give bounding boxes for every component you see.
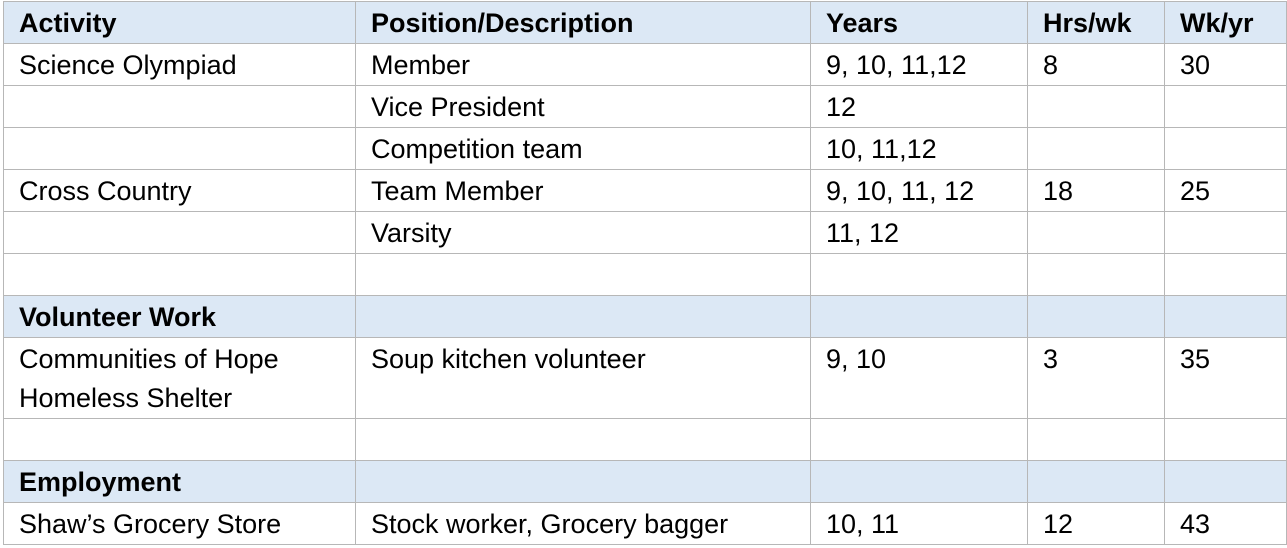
section-title: Volunteer Work bbox=[3, 295, 356, 338]
section-header-row: Volunteer Work bbox=[3, 295, 1287, 338]
activity-cell: Communities of Hope Homeless Shelter bbox=[3, 337, 356, 419]
hours-per-week-cell bbox=[1027, 418, 1165, 461]
section-title: Employment bbox=[3, 460, 356, 503]
years-cell bbox=[810, 253, 1028, 296]
years-cell: 10, 11,12 bbox=[810, 127, 1028, 170]
position-cell bbox=[355, 295, 811, 338]
years-cell: 9, 10, 11,12 bbox=[810, 43, 1028, 86]
years-cell: 11, 12 bbox=[810, 211, 1028, 254]
hours-per-week-cell bbox=[1027, 295, 1165, 338]
years-cell bbox=[810, 460, 1028, 503]
years-cell bbox=[810, 418, 1028, 461]
weeks-per-year-cell: 25 bbox=[1164, 169, 1287, 212]
table-row: Science Olympiad Member 9, 10, 11,12 8 3… bbox=[3, 43, 1287, 86]
header-position-description: Position/Description bbox=[355, 1, 811, 44]
hours-per-week-cell: 8 bbox=[1027, 43, 1165, 86]
years-cell: 10, 11 bbox=[810, 502, 1028, 545]
weeks-per-year-cell: 43 bbox=[1164, 502, 1287, 545]
hours-per-week-cell: 12 bbox=[1027, 502, 1165, 545]
empty-row bbox=[3, 253, 1287, 296]
position-cell: Team Member bbox=[355, 169, 811, 212]
weeks-per-year-cell bbox=[1164, 127, 1287, 170]
table-row: Communities of Hope Homeless Shelter Sou… bbox=[3, 337, 1287, 419]
position-cell: Varsity bbox=[355, 211, 811, 254]
activity-cell bbox=[3, 418, 356, 461]
table-row: Competition team 10, 11,12 bbox=[3, 127, 1287, 170]
header-years: Years bbox=[810, 1, 1028, 44]
header-wk-yr: Wk/yr bbox=[1164, 1, 1287, 44]
table-row: Varsity 11, 12 bbox=[3, 211, 1287, 254]
position-cell: Vice President bbox=[355, 85, 811, 128]
table-row: Cross Country Team Member 9, 10, 11, 12 … bbox=[3, 169, 1287, 212]
activities-table: Activity Position/Description Years Hrs/… bbox=[3, 1, 1287, 545]
weeks-per-year-cell bbox=[1164, 460, 1287, 503]
years-cell: 12 bbox=[810, 85, 1028, 128]
section-header-row: Employment bbox=[3, 460, 1287, 503]
weeks-per-year-cell bbox=[1164, 295, 1287, 338]
weeks-per-year-cell bbox=[1164, 418, 1287, 461]
activity-cell bbox=[3, 211, 356, 254]
table-header-row: Activity Position/Description Years Hrs/… bbox=[3, 1, 1287, 44]
years-cell: 9, 10 bbox=[810, 337, 1028, 419]
hours-per-week-cell bbox=[1027, 460, 1165, 503]
hours-per-week-cell: 3 bbox=[1027, 337, 1165, 419]
weeks-per-year-cell bbox=[1164, 85, 1287, 128]
years-cell: 9, 10, 11, 12 bbox=[810, 169, 1028, 212]
weeks-per-year-cell bbox=[1164, 253, 1287, 296]
table-row: Vice President 12 bbox=[3, 85, 1287, 128]
position-cell bbox=[355, 418, 811, 461]
weeks-per-year-cell: 35 bbox=[1164, 337, 1287, 419]
position-cell: Competition team bbox=[355, 127, 811, 170]
position-cell: Member bbox=[355, 43, 811, 86]
hours-per-week-cell bbox=[1027, 85, 1165, 128]
activity-cell bbox=[3, 85, 356, 128]
position-cell: Stock worker, Grocery bagger bbox=[355, 502, 811, 545]
weeks-per-year-cell: 30 bbox=[1164, 43, 1287, 86]
activity-cell bbox=[3, 253, 356, 296]
hours-per-week-cell bbox=[1027, 127, 1165, 170]
activity-cell: Shaw’s Grocery Store bbox=[3, 502, 356, 545]
position-cell: Soup kitchen volunteer bbox=[355, 337, 811, 419]
header-activity: Activity bbox=[3, 1, 356, 44]
years-cell bbox=[810, 295, 1028, 338]
table-row: Shaw’s Grocery Store Stock worker, Groce… bbox=[3, 502, 1287, 545]
activity-cell: Cross Country bbox=[3, 169, 356, 212]
activity-cell: Science Olympiad bbox=[3, 43, 356, 86]
hours-per-week-cell bbox=[1027, 211, 1165, 254]
position-cell bbox=[355, 460, 811, 503]
hours-per-week-cell bbox=[1027, 253, 1165, 296]
empty-row bbox=[3, 418, 1287, 461]
hours-per-week-cell: 18 bbox=[1027, 169, 1165, 212]
weeks-per-year-cell bbox=[1164, 211, 1287, 254]
position-cell bbox=[355, 253, 811, 296]
header-hrs-wk: Hrs/wk bbox=[1027, 1, 1165, 44]
activity-cell bbox=[3, 127, 356, 170]
